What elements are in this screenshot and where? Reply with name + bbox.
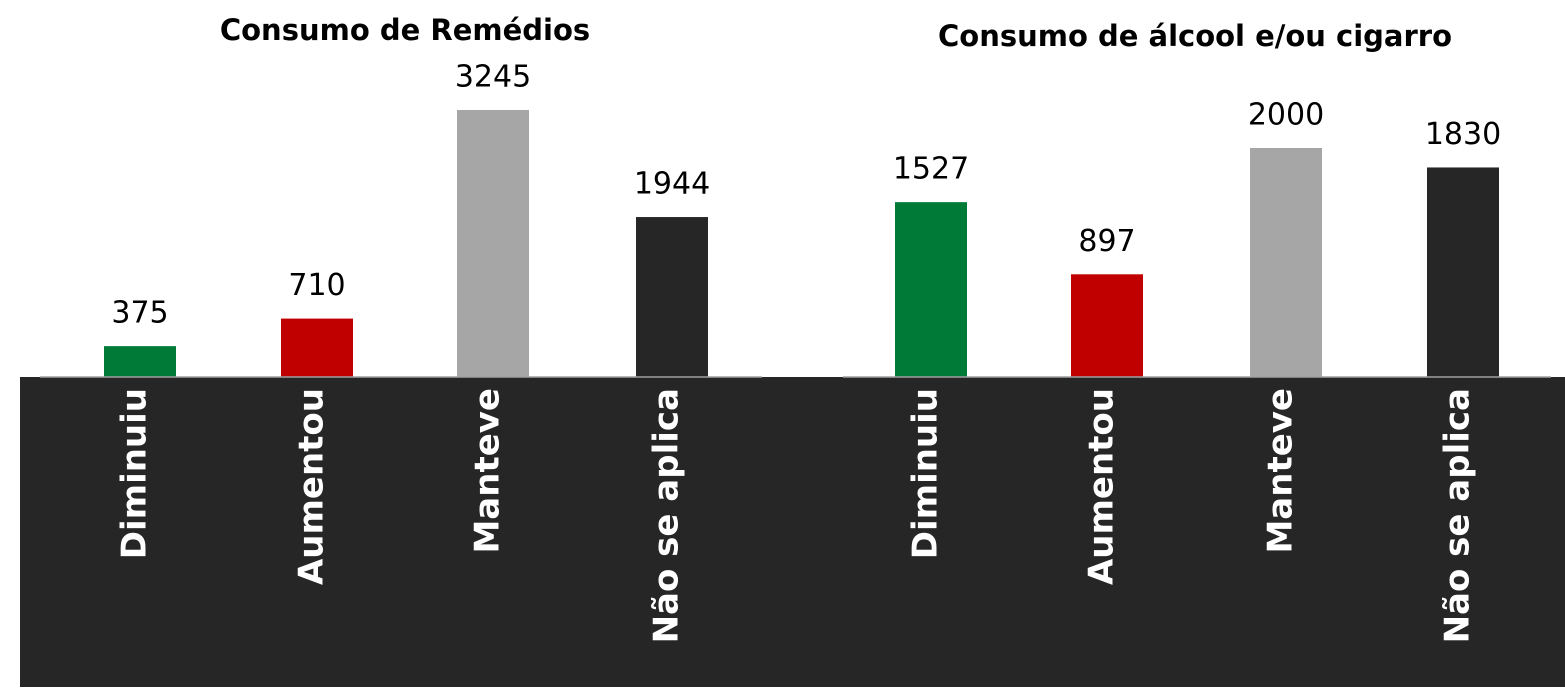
bar	[895, 202, 967, 377]
x-tick-label: Manteve	[1261, 388, 1301, 554]
x-tick-label: Diminuiu	[906, 388, 946, 559]
value-label: 2000	[1248, 98, 1324, 133]
x-tick-label: Não se aplica	[647, 388, 687, 643]
chart-title: Consumo de Remédios	[220, 13, 590, 47]
chart-title: Consumo de álcool e/ou cigarro	[938, 19, 1452, 53]
value-label: 1527	[893, 152, 969, 187]
bar	[1427, 167, 1499, 377]
bar	[457, 110, 529, 377]
x-tick-label: Diminuiu	[115, 388, 155, 559]
x-tick-label: Manteve	[468, 388, 508, 554]
bar	[636, 217, 708, 377]
value-label: 3245	[455, 60, 531, 95]
x-tick-label: Não se aplica	[1438, 388, 1478, 643]
bar	[1250, 148, 1322, 377]
value-label: 375	[111, 296, 168, 331]
bar	[281, 318, 353, 377]
value-label: 1830	[1425, 117, 1501, 152]
x-tick-label: Aumentou	[1082, 388, 1122, 585]
label-band	[20, 377, 1565, 687]
bar	[104, 346, 176, 377]
value-label: 710	[288, 268, 345, 303]
value-label: 1944	[634, 167, 710, 202]
bar	[1071, 274, 1143, 377]
x-tick-label: Aumentou	[292, 388, 332, 585]
value-label: 897	[1078, 224, 1135, 259]
